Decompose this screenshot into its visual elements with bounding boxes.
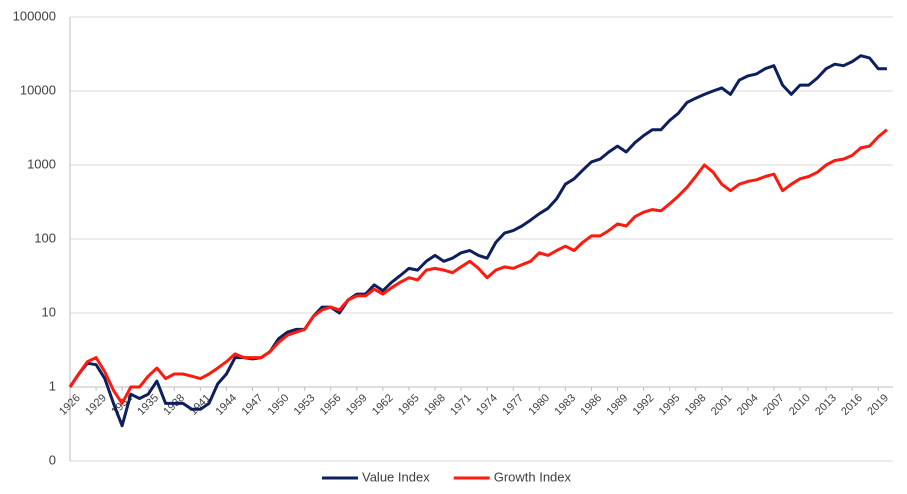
y-tick-label: 0: [49, 452, 56, 467]
x-tick-label: 1968: [422, 392, 448, 418]
series-line: [68, 128, 888, 405]
x-tick-label: 2004: [735, 392, 761, 418]
x-tick-label: 1959: [344, 392, 370, 418]
x-tick-label: 1989: [605, 392, 631, 418]
x-tick-label: 1953: [292, 392, 318, 418]
y-tick-label: 1000: [27, 156, 56, 171]
x-tick-label: 1995: [657, 392, 683, 418]
x-tick-label: 2016: [839, 392, 865, 418]
y-tick-label: 1: [49, 378, 56, 393]
x-tick-label: 1929: [83, 392, 109, 418]
x-tick-label: 1971: [448, 392, 474, 418]
x-tick-label: 1947: [240, 392, 266, 418]
x-tick-label: 2010: [787, 392, 813, 418]
x-tick-label: 2007: [761, 392, 787, 418]
x-tick-label: 2013: [813, 392, 839, 418]
x-tick-label: 2019: [865, 392, 891, 418]
x-tick-label: 1986: [578, 392, 604, 418]
x-tick-label: 1935: [135, 392, 161, 418]
y-tick-label: 100: [34, 230, 56, 245]
x-tick-label: 1983: [552, 392, 578, 418]
y-tick-label: 10: [42, 304, 56, 319]
x-tick-label: 1965: [396, 392, 422, 418]
x-tick-label: 1974: [474, 392, 500, 418]
x-tick-label: 1998: [683, 392, 709, 418]
y-tick-label: 10000: [20, 82, 56, 97]
x-tick-label: 1950: [266, 392, 292, 418]
x-tick-label: 1977: [500, 392, 526, 418]
x-tick-label: 1956: [318, 392, 344, 418]
x-tick-label: 2001: [709, 392, 735, 418]
x-tick-label: 1944: [213, 392, 239, 418]
legend-label: Growth Index: [494, 469, 572, 484]
x-tick-label: 1992: [631, 392, 657, 418]
x-tick-label: 1980: [526, 392, 552, 418]
series-line: [68, 54, 887, 428]
y-tick-label: 100000: [13, 8, 56, 23]
x-tick-label: 1962: [370, 392, 396, 418]
legend-label: Value Index: [362, 469, 430, 484]
